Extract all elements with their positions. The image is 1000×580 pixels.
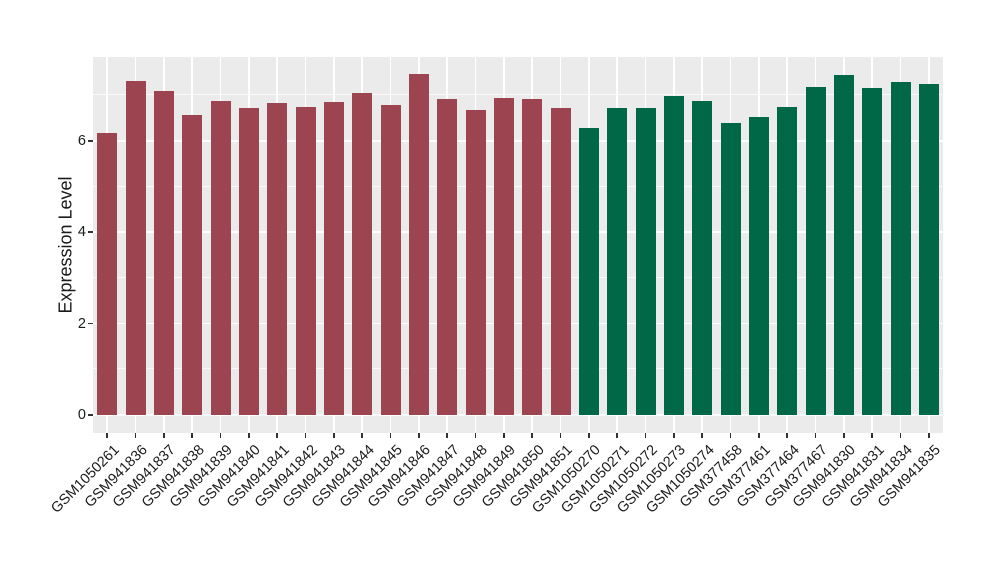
x-tick-mark xyxy=(786,433,788,438)
x-tick-mark xyxy=(248,433,250,438)
bar xyxy=(125,80,146,415)
x-tick-mark xyxy=(729,433,732,438)
x-tick-mark xyxy=(389,433,392,438)
x-tick-mark xyxy=(219,433,222,438)
bar xyxy=(918,84,939,415)
y-tick-label: 0 xyxy=(77,407,86,423)
bar xyxy=(210,100,231,415)
x-tick-mark xyxy=(644,433,647,438)
bar xyxy=(323,101,344,415)
bar xyxy=(777,106,798,415)
y-tick-mark xyxy=(87,231,93,233)
bar xyxy=(97,132,118,415)
bar xyxy=(833,74,854,415)
x-tick-mark xyxy=(474,433,477,438)
bar xyxy=(437,98,458,415)
y-tick-label: 6 xyxy=(77,132,86,149)
bar xyxy=(805,86,826,415)
bar xyxy=(635,107,656,415)
x-tick-mark xyxy=(843,433,845,438)
bar xyxy=(890,81,911,415)
bar xyxy=(522,99,543,415)
bar xyxy=(465,110,486,415)
gridline-major xyxy=(93,414,943,416)
bar xyxy=(380,105,401,415)
y-tick-mark xyxy=(87,414,93,416)
x-tick-mark xyxy=(503,433,505,438)
x-tick-mark xyxy=(899,433,902,438)
y-tick-label: 2 xyxy=(77,315,86,332)
x-tick-mark xyxy=(418,433,420,438)
x-tick-mark xyxy=(446,433,448,438)
x-tick-mark xyxy=(673,433,675,438)
bar xyxy=(692,100,713,415)
y-tick-mark xyxy=(87,140,93,142)
x-tick-mark xyxy=(559,433,562,438)
x-tick-mark xyxy=(276,433,278,438)
bar xyxy=(408,74,429,415)
x-tick-mark xyxy=(361,433,363,438)
x-tick-mark xyxy=(163,433,165,438)
gridline-major xyxy=(93,231,943,233)
gridline-minor xyxy=(93,368,943,370)
bar xyxy=(720,123,741,415)
gridline-minor xyxy=(93,185,943,187)
bar xyxy=(153,91,174,415)
gridline-major xyxy=(93,322,943,325)
bar xyxy=(578,128,599,415)
x-tick-mark xyxy=(814,433,817,438)
x-tick-mark xyxy=(616,433,618,438)
x-tick-mark xyxy=(191,433,193,438)
bar xyxy=(182,115,203,415)
x-tick-mark xyxy=(758,433,760,438)
x-tick-mark xyxy=(333,433,335,438)
bar xyxy=(550,108,571,415)
bar xyxy=(295,106,316,415)
y-tick-label: 4 xyxy=(77,224,86,241)
bar xyxy=(238,107,259,415)
gridline-minor xyxy=(93,94,943,96)
x-tick-mark xyxy=(304,433,307,438)
x-tick-mark xyxy=(106,433,108,438)
bar xyxy=(862,88,883,415)
bar xyxy=(267,102,288,415)
plot-panel xyxy=(93,57,943,433)
x-tick-mark xyxy=(701,433,703,438)
y-axis-title: Expression Level xyxy=(55,176,76,314)
bar xyxy=(663,96,684,415)
bar xyxy=(748,116,769,415)
x-tick-mark xyxy=(134,433,137,438)
bar xyxy=(352,92,373,415)
x-tick-mark xyxy=(588,433,590,438)
gridline-major xyxy=(93,140,943,142)
x-tick-mark xyxy=(531,433,533,438)
x-tick-mark xyxy=(871,433,873,438)
gridline-minor xyxy=(93,276,943,278)
bar xyxy=(607,107,628,415)
x-tick-mark xyxy=(928,433,930,438)
y-tick-mark xyxy=(87,322,93,325)
bar xyxy=(493,97,514,415)
